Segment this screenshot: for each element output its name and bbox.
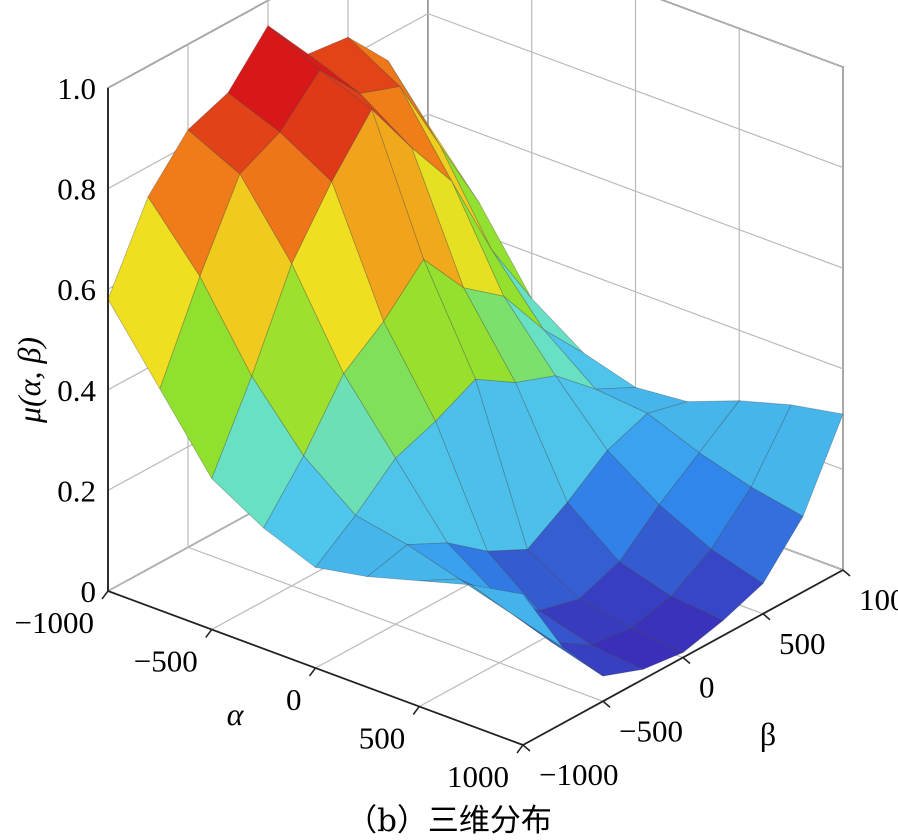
mu-tick-label: 0.2 — [57, 473, 96, 508]
beta-tick-label: 1000 — [859, 582, 898, 617]
mu-tick-label: 0.6 — [57, 272, 96, 307]
mu-tick-label: 0.4 — [57, 373, 96, 408]
gridline-mu — [107, 0, 844, 89]
surface-patch — [550, 641, 645, 677]
alpha-tick-label: −1000 — [15, 605, 94, 640]
y-axis-label: β — [760, 716, 776, 752]
mu-tick-label: 0.8 — [57, 172, 96, 207]
alpha-tick-label: 500 — [359, 721, 406, 756]
alpha-tick — [308, 667, 317, 677]
z-axis-label: μ(α, β) — [11, 337, 47, 424]
alpha-tick — [101, 590, 109, 600]
alpha-tick-label: 1000 — [447, 759, 509, 794]
beta-tick-label: −1000 — [539, 757, 618, 792]
alpha-tick-label: 0 — [286, 682, 302, 717]
mu-tick-label: 1.0 — [57, 71, 96, 106]
alpha-tick — [412, 706, 420, 715]
x-axis-label: α — [227, 696, 245, 732]
alpha-tick — [205, 629, 213, 638]
mu-tick-label: 0 — [81, 574, 97, 609]
figure-caption: （b）三维分布 — [346, 803, 552, 839]
surface-plot — [107, 25, 844, 677]
alpha-tick-label: −500 — [134, 644, 198, 679]
beta-tick-label: 0 — [699, 670, 715, 705]
beta-tick — [762, 613, 771, 621]
beta-tick — [682, 656, 691, 665]
beta-tick-label: −500 — [619, 713, 683, 748]
beta-tick — [842, 569, 851, 577]
alpha-tick — [516, 744, 524, 754]
beta-tick-label: 500 — [779, 626, 826, 661]
surface-patch — [470, 584, 564, 649]
beta-tick — [522, 744, 531, 752]
surface-patch — [510, 613, 604, 677]
beta-tick — [602, 700, 611, 708]
axes — [101, 88, 851, 754]
